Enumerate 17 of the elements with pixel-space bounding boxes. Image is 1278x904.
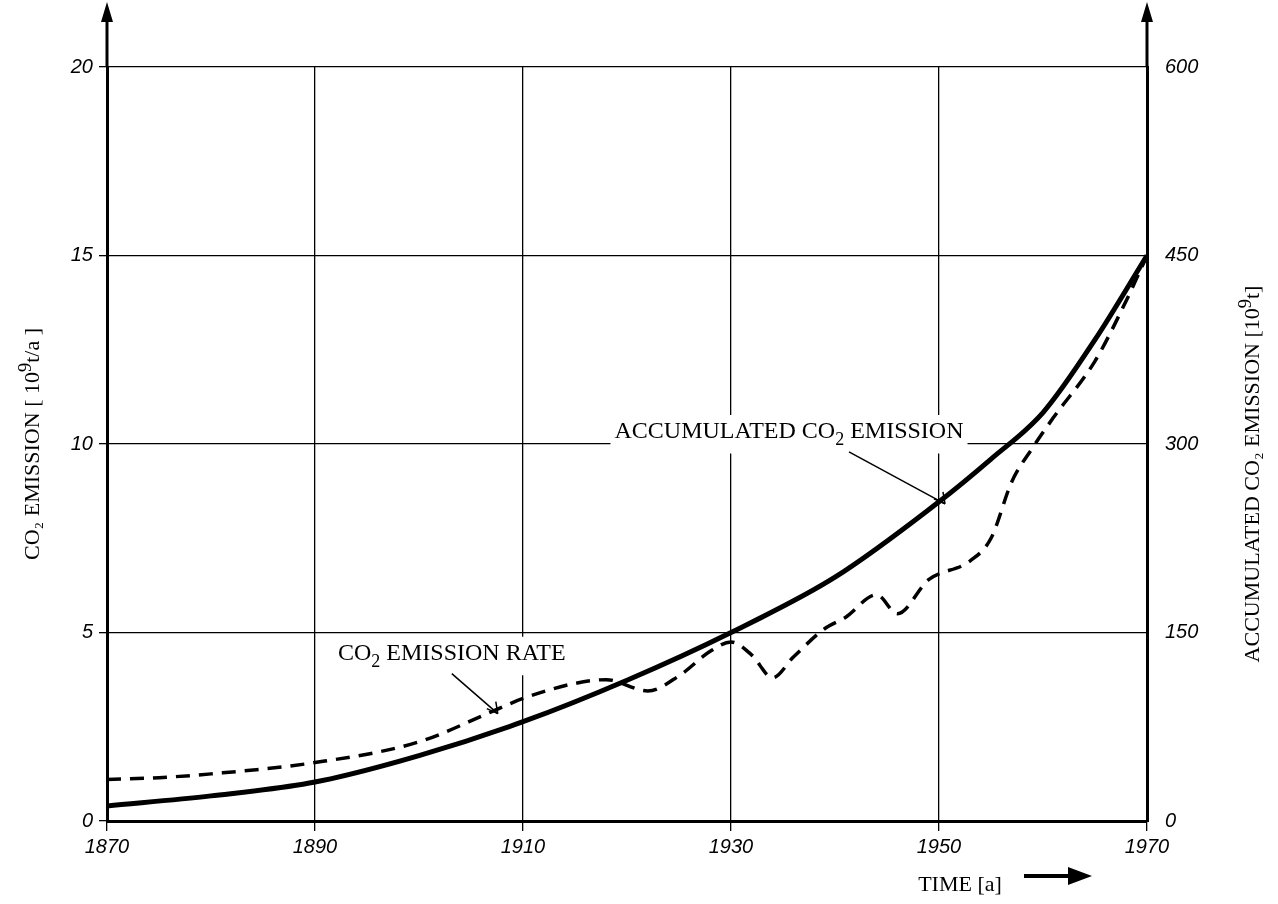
x-tick-label: 1930: [708, 834, 754, 857]
x-tick-label: 1970: [1124, 834, 1170, 857]
y2-tick-label: 150: [1165, 620, 1199, 643]
y-tick-label: 10: [70, 431, 93, 454]
y2-tick-label: 0: [1165, 808, 1177, 831]
y2-tick-label: 450: [1165, 243, 1199, 266]
x-axis-title: TIME [a]: [918, 871, 1002, 897]
x-tick-label: 1870: [84, 834, 130, 857]
x-tick-label: 1910: [500, 834, 546, 857]
y-tick-label: 5: [81, 620, 94, 643]
x-tick-label: 1890: [292, 834, 338, 857]
y2-tick-label: 600: [1165, 54, 1199, 77]
y-tick-label: 15: [70, 243, 94, 266]
y2-tick-label: 300: [1165, 431, 1199, 454]
x-tick-label: 1950: [916, 834, 962, 857]
y-tick-label: 0: [81, 808, 93, 831]
y-tick-label: 20: [69, 54, 93, 77]
